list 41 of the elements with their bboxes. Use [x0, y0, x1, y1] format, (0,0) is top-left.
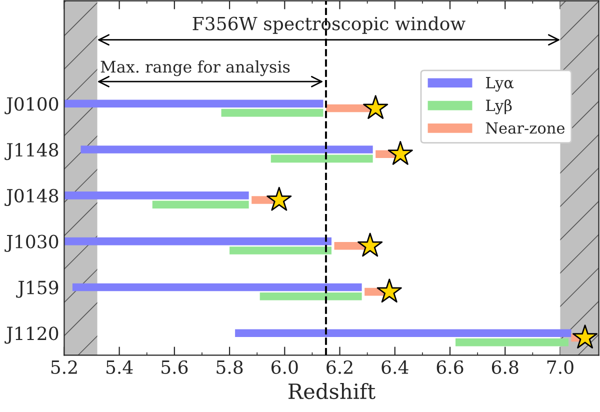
bar: [152, 200, 249, 209]
y-tick-label: J1148: [4, 142, 58, 160]
y-tick-label: J1030: [4, 234, 58, 252]
y-tick-label: J0100: [4, 97, 58, 114]
text: F356W spectroscopic window: [192, 16, 466, 34]
legend-label: Near-zone: [486, 122, 565, 134]
legend-label: Lyβ: [486, 99, 512, 114]
point: [388, 141, 413, 165]
x-tick-label: 6.4: [382, 360, 408, 374]
x-tick-label: 5.8: [216, 360, 243, 374]
bar: [230, 246, 332, 254]
point: [358, 232, 383, 257]
bar: [456, 338, 568, 346]
x-tick-label: 6.0: [272, 360, 298, 374]
bar: [270, 154, 373, 163]
x-tick-label: 5.6: [162, 360, 188, 374]
x-tick-label: 5.4: [106, 360, 133, 374]
point: [572, 324, 598, 348]
text: Max. range for analysis: [100, 60, 290, 76]
point: [363, 95, 388, 119]
bar: [64, 100, 324, 108]
y-tick-label: J159: [16, 280, 58, 298]
x-axis-title: Redshift: [288, 383, 376, 400]
x-tick-label: 5.2: [51, 360, 77, 374]
bar: [334, 242, 365, 250]
bar: [64, 237, 332, 246]
legend-label: Lyα: [486, 77, 514, 92]
x-tick-label: 6.8: [492, 360, 518, 374]
x-tick-label: 6.2: [326, 360, 352, 374]
x-tick-label: 7.0: [547, 360, 574, 374]
point: [266, 186, 292, 211]
y-tick-label: J0148: [4, 188, 58, 206]
bar: [221, 108, 324, 117]
x-tick-label: 6.6: [436, 360, 464, 374]
y-tick-label: J1120: [4, 326, 58, 344]
bar: [72, 283, 362, 292]
bar: [235, 329, 572, 338]
point: [376, 278, 402, 303]
bar: [64, 192, 249, 200]
bar: [260, 292, 362, 300]
bar: [80, 146, 373, 154]
